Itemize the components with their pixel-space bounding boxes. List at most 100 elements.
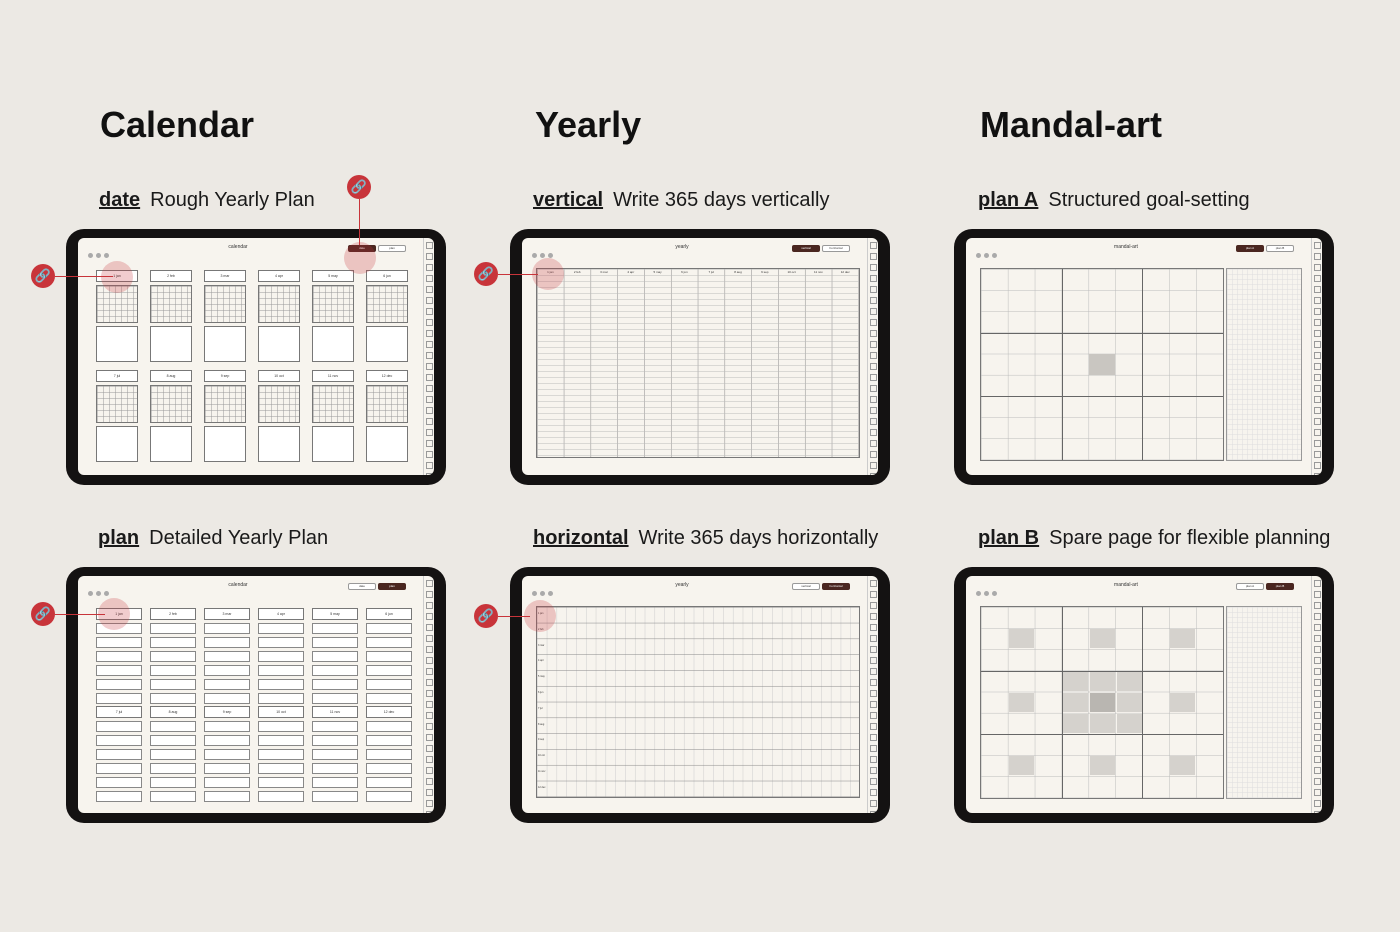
control-icon[interactable] — [976, 591, 981, 596]
month-header-button[interactable]: 8 aug — [150, 706, 196, 718]
side-tab[interactable] — [425, 451, 433, 458]
month-header-button[interactable]: 7 jul — [96, 370, 138, 382]
side-tab[interactable] — [1313, 679, 1321, 686]
side-tab[interactable] — [425, 602, 433, 609]
month-date-grid[interactable] — [312, 385, 354, 423]
month-date-grid[interactable] — [150, 285, 192, 323]
plan-row[interactable] — [312, 623, 358, 634]
month-row-header[interactable]: 1 jan — [538, 612, 544, 615]
plan-row[interactable] — [204, 791, 250, 802]
side-tab[interactable] — [869, 668, 877, 675]
plan-row[interactable] — [150, 763, 196, 774]
side-tab[interactable] — [425, 778, 433, 785]
side-tab[interactable] — [425, 624, 433, 631]
sub-goal-cell[interactable] — [1008, 756, 1034, 776]
view-toggle-horizontal-button[interactable]: horizontal — [822, 245, 850, 252]
side-tab[interactable] — [1313, 451, 1321, 458]
control-icon[interactable] — [104, 591, 109, 596]
side-tab[interactable] — [869, 701, 877, 708]
month-notes-box[interactable] — [150, 426, 192, 462]
month-header-button[interactable]: 3 mar — [204, 608, 250, 620]
side-tab[interactable] — [1313, 767, 1321, 774]
month-row-header[interactable]: 3 mar — [538, 643, 545, 647]
plan-row[interactable] — [96, 763, 142, 774]
month-date-grid[interactable] — [150, 385, 192, 423]
side-tab[interactable] — [869, 734, 877, 741]
horizontal-day-table[interactable]: 1 jan 2 feb 3 mar 4 apr 5 may 6 jun 7 jul 8 aug… — [536, 606, 860, 798]
side-tab[interactable] — [425, 396, 433, 403]
side-tab[interactable] — [869, 712, 877, 719]
plan-row[interactable] — [366, 651, 412, 662]
side-tab[interactable] — [425, 352, 433, 359]
sub-goal-cell[interactable] — [1170, 756, 1196, 776]
side-tab[interactable] — [869, 352, 877, 359]
side-tab[interactable] — [1313, 756, 1321, 763]
plan-row[interactable] — [258, 777, 304, 788]
plan-row[interactable] — [96, 791, 142, 802]
side-tab[interactable] — [425, 800, 433, 807]
control-icon[interactable] — [992, 253, 997, 258]
plan-row[interactable] — [150, 791, 196, 802]
side-tab[interactable] — [425, 242, 433, 249]
month-notes-box[interactable] — [258, 326, 300, 362]
mandal-art-grid[interactable] — [980, 268, 1224, 461]
sub-goal-cell[interactable] — [1089, 671, 1115, 691]
side-tab[interactable] — [1313, 440, 1321, 447]
month-header-button[interactable]: 2 feb — [150, 270, 192, 282]
month-notes-box[interactable] — [366, 426, 408, 462]
side-tab[interactable] — [1313, 253, 1321, 260]
side-tab[interactable] — [869, 657, 877, 664]
view-toggle-date-button[interactable]: date — [348, 245, 376, 252]
side-tab[interactable] — [1313, 242, 1321, 249]
view-toggle-plan-A-button[interactable]: plan A — [1236, 583, 1264, 590]
side-tab[interactable] — [869, 242, 877, 249]
plan-row[interactable] — [204, 693, 250, 704]
side-tab[interactable] — [869, 462, 877, 469]
side-tab[interactable] — [869, 407, 877, 414]
side-tab[interactable] — [869, 745, 877, 752]
month-date-grid[interactable] — [204, 385, 246, 423]
plan-row[interactable] — [312, 679, 358, 690]
plan-row[interactable] — [366, 721, 412, 732]
month-row-header[interactable]: 2 feb — [538, 627, 544, 631]
month-header-button[interactable]: 5 may — [312, 270, 354, 282]
plan-row[interactable] — [96, 749, 142, 760]
plan-row[interactable] — [366, 777, 412, 788]
side-tab[interactable] — [1313, 352, 1321, 359]
side-tab[interactable] — [425, 440, 433, 447]
plan-row[interactable] — [204, 763, 250, 774]
plan-row[interactable] — [96, 693, 142, 704]
side-tab[interactable] — [425, 646, 433, 653]
side-tab[interactable] — [869, 778, 877, 785]
side-tab[interactable] — [1313, 734, 1321, 741]
side-tab[interactable] — [869, 580, 877, 587]
plan-row[interactable] — [204, 777, 250, 788]
plan-row[interactable] — [258, 651, 304, 662]
side-tab[interactable] — [425, 429, 433, 436]
side-tab[interactable] — [1313, 591, 1321, 598]
side-tab[interactable] — [1313, 635, 1321, 642]
side-tab[interactable] — [869, 602, 877, 609]
side-tab[interactable] — [425, 613, 433, 620]
month-header-button[interactable]: 4 apr — [258, 608, 304, 620]
side-tab[interactable] — [1313, 811, 1321, 813]
plan-row[interactable] — [366, 665, 412, 676]
mandal-art-blank-grid[interactable] — [980, 606, 1224, 799]
month-header-button[interactable]: 2 feb — [150, 608, 196, 620]
plan-row[interactable] — [258, 623, 304, 634]
plan-row[interactable] — [312, 735, 358, 746]
side-tab[interactable] — [425, 591, 433, 598]
month-notes-box[interactable] — [204, 426, 246, 462]
month-header-button[interactable]: 10 oct — [258, 370, 300, 382]
plan-row[interactable] — [258, 749, 304, 760]
side-tab[interactable] — [425, 723, 433, 730]
month-header-button[interactable]: 6 jun — [366, 270, 408, 282]
plan-row[interactable] — [366, 763, 412, 774]
plan-row[interactable] — [312, 721, 358, 732]
side-tab[interactable] — [425, 308, 433, 315]
plan-row[interactable] — [150, 777, 196, 788]
sub-goal-cell[interactable] — [1062, 714, 1088, 733]
view-toggle-vertical-button[interactable]: vertical — [792, 245, 820, 252]
control-icon[interactable] — [88, 253, 93, 258]
month-column-header[interactable]: 10 oct — [787, 270, 796, 274]
